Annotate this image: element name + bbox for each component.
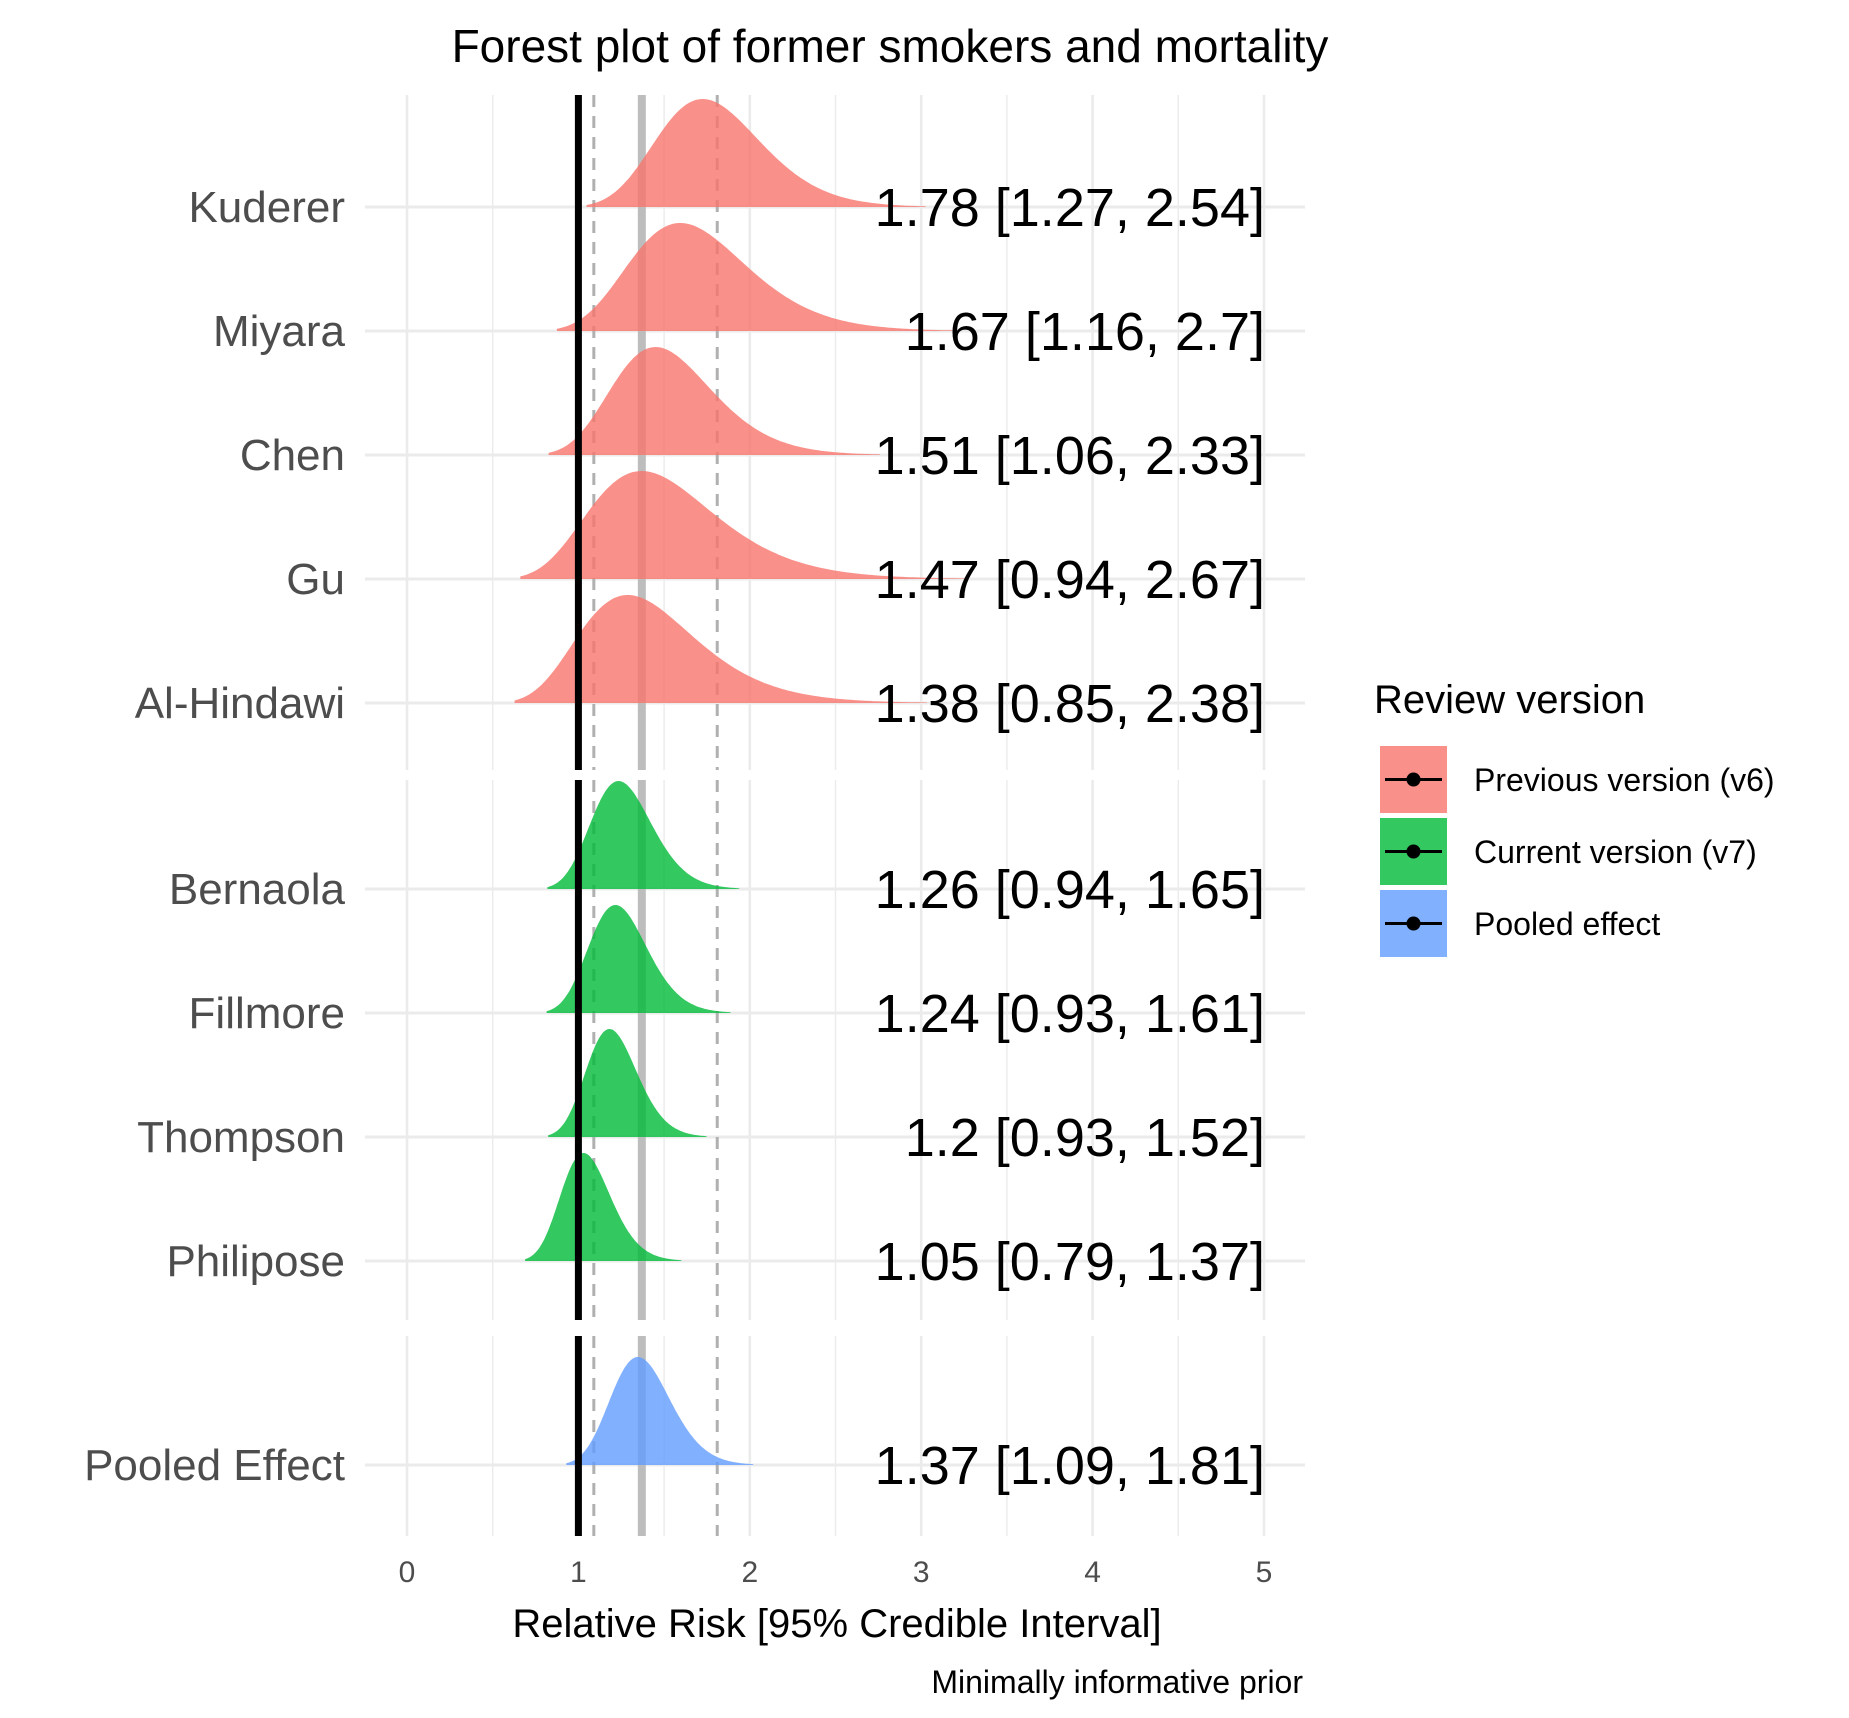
estimate-label: 1.37 [1.09, 1.81]	[875, 1436, 1265, 1496]
legend-label: Pooled effect	[1474, 906, 1660, 942]
study-label: Miyara	[213, 307, 346, 356]
study-labels: Kuderer Miyara Chen Gu Al-Hindawi Bernaola Fil…	[84, 183, 345, 1490]
x-tick-label: 4	[1084, 1556, 1101, 1589]
legend-point-key	[1406, 844, 1421, 859]
study-label: Philipose	[166, 1237, 345, 1286]
study-label: Pooled Effect	[84, 1441, 345, 1490]
estimate-label: 1.05 [0.79, 1.37]	[875, 1232, 1265, 1292]
density-ridge-philipose	[525, 1153, 682, 1261]
estimate-label: 1.2 [0.93, 1.52]	[905, 1108, 1265, 1168]
density-ridge-pooled-effect	[566, 1357, 754, 1465]
legend-item: Pooled effect	[1380, 890, 1660, 957]
study-label: Al-Hindawi	[135, 679, 345, 728]
density-ridge-gu	[520, 471, 968, 579]
study-label: Gu	[286, 555, 345, 604]
legend-item: Previous version (v6)	[1380, 746, 1775, 813]
study-label: Kuderer	[188, 183, 345, 232]
legend-label: Current version (v7)	[1474, 834, 1757, 870]
chart-title: Forest plot of former smokers and mortal…	[452, 20, 1329, 72]
legend: Review version Previous version (v6) Curr…	[1374, 678, 1775, 957]
x-tick-label: 3	[913, 1556, 930, 1589]
density-ridge-bernaola	[547, 781, 740, 889]
density-ridge-fillmore	[546, 905, 731, 1013]
x-tick-label: 5	[1256, 1556, 1273, 1589]
estimate-label: 1.47 [0.94, 2.67]	[875, 550, 1265, 610]
legend-point-key	[1406, 772, 1421, 787]
density-ridge-thompson	[548, 1029, 707, 1137]
x-tick-label: 1	[570, 1556, 587, 1589]
legend-item: Current version (v7)	[1380, 818, 1757, 885]
legend-label: Previous version (v6)	[1474, 762, 1775, 798]
estimate-label: 1.51 [1.06, 2.33]	[875, 426, 1265, 486]
estimate-label: 1.26 [0.94, 1.65]	[875, 860, 1265, 920]
estimate-label: 1.67 [1.16, 2.7]	[905, 302, 1265, 362]
x-axis-ticks: 0 1 2 3 4 5	[399, 1556, 1273, 1589]
estimate-label: 1.78 [1.27, 2.54]	[875, 178, 1265, 238]
study-label: Fillmore	[189, 989, 345, 1038]
x-tick-label: 2	[741, 1556, 758, 1589]
density-layer	[514, 99, 968, 1465]
study-label: Chen	[240, 431, 345, 480]
study-label: Thompson	[137, 1113, 345, 1162]
legend-title: Review version	[1374, 678, 1645, 722]
density-ridge-miyara	[556, 223, 954, 331]
estimate-label: 1.38 [0.85, 2.38]	[875, 674, 1265, 734]
legend-point-key	[1406, 916, 1421, 931]
x-axis-title: Relative Risk [95% Credible Interval]	[512, 1602, 1161, 1646]
density-ridge-chen	[548, 347, 880, 455]
chart-caption: Minimally informative prior	[931, 1664, 1303, 1700]
x-tick-label: 0	[399, 1556, 416, 1589]
estimate-label: 1.24 [0.93, 1.61]	[875, 984, 1265, 1044]
density-ridge-kuderer	[586, 99, 926, 207]
study-label: Bernaola	[169, 865, 346, 914]
density-ridge-al-hindawi	[514, 595, 928, 703]
estimate-labels: 1.78 [1.27, 2.54] 1.67 [1.16, 2.7] 1.51 [1…	[875, 178, 1265, 1496]
